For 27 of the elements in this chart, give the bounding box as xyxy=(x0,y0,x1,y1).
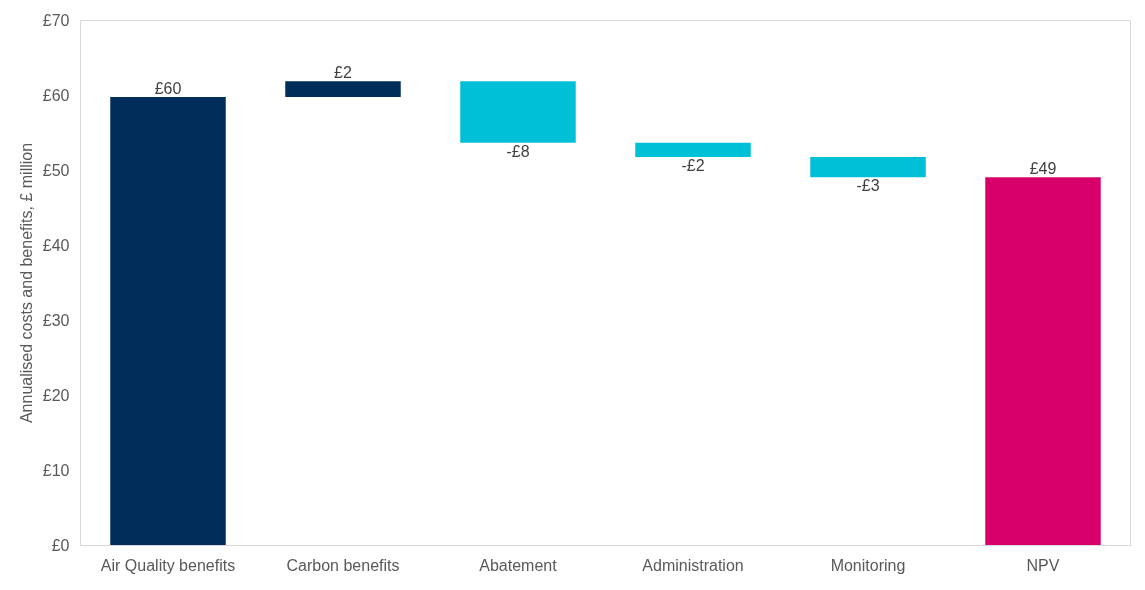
data-label: -£8 xyxy=(506,142,530,160)
y-axis-title: Annualised costs and benefits, £ million xyxy=(17,142,35,424)
x-tick-label: Administration xyxy=(642,556,744,574)
y-tick-label: £30 xyxy=(42,312,70,329)
y-tick-label: £50 xyxy=(42,162,70,179)
bar xyxy=(110,97,226,546)
bar xyxy=(810,157,926,178)
data-label: £60 xyxy=(154,80,182,97)
bar xyxy=(460,81,576,143)
x-tick-label: Monitoring xyxy=(830,556,906,574)
x-tick-label: Air Quality benefits xyxy=(100,556,236,574)
data-label: £49 xyxy=(1029,160,1057,178)
x-tick-label: Abatement xyxy=(479,556,558,574)
data-label: £2 xyxy=(334,64,352,82)
x-tick-label: Carbon benefits xyxy=(286,556,400,574)
data-label: -£3 xyxy=(856,177,880,195)
data-label: -£2 xyxy=(681,157,705,174)
y-tick-label: £70 xyxy=(42,12,70,29)
bar xyxy=(985,177,1101,546)
y-tick-label: £40 xyxy=(42,237,70,254)
bar xyxy=(285,81,401,97)
x-tick-label: NPV xyxy=(1026,556,1060,574)
y-tick-label: £20 xyxy=(42,387,70,404)
y-tick-label: £0 xyxy=(51,537,70,554)
bar xyxy=(635,142,751,157)
y-tick-label: £60 xyxy=(42,87,70,104)
y-tick-label: £10 xyxy=(42,462,70,479)
